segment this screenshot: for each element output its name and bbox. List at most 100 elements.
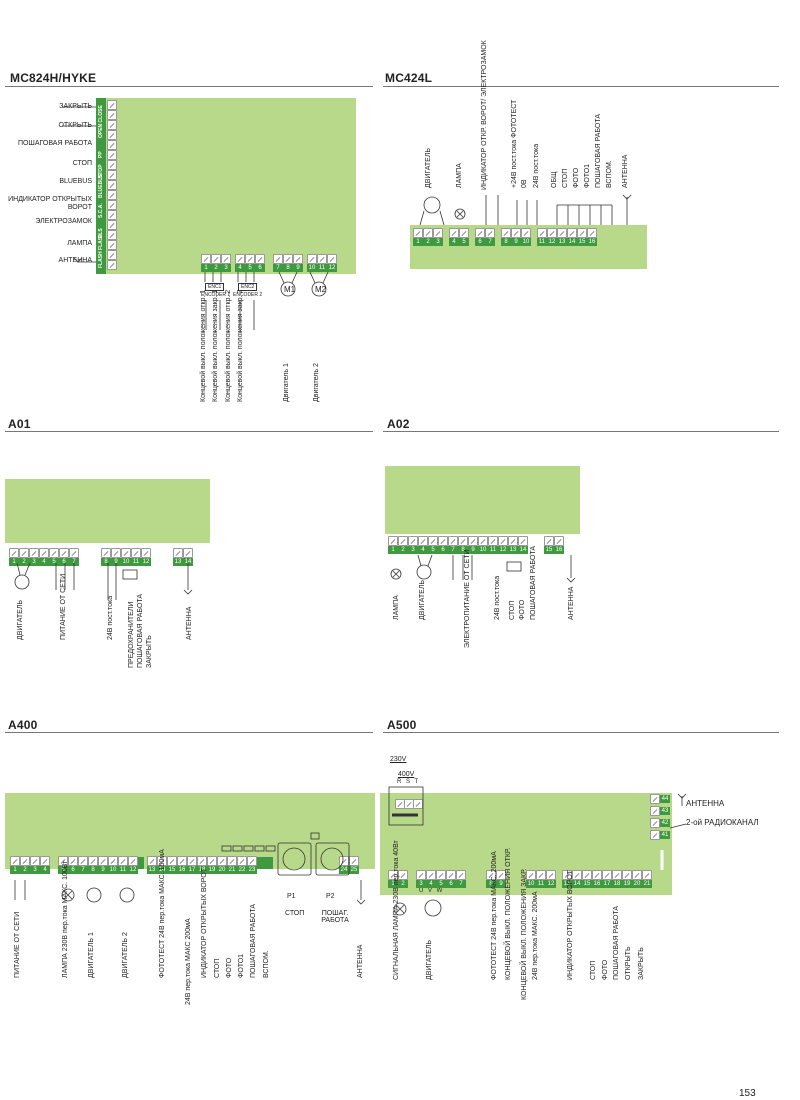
a400-p1: P1 — [287, 893, 296, 900]
mc424l-terminal — [459, 228, 469, 238]
a500-radio: 2-ой РАДИОКАНАЛ — [686, 818, 759, 827]
a500-title-rule — [383, 732, 779, 733]
a01-terminal-num: 9 — [111, 558, 121, 566]
a500-terminal-num: 18 — [612, 880, 622, 888]
a500-terminal-num: 19 — [622, 880, 632, 888]
a400-title-rule — [5, 732, 373, 733]
a500-terminal — [398, 870, 408, 880]
mc424l-terminal — [521, 228, 531, 238]
a500-terminal — [496, 870, 506, 880]
mc824h-left-label: ПОШАГОВАЯ РАБОТА — [17, 140, 92, 147]
a400-title: A400 — [8, 718, 38, 732]
a400-terminal — [128, 856, 138, 866]
page-number: 153 — [739, 1088, 756, 1099]
a500-title: A500 — [387, 718, 417, 732]
a400-terminal-num: 13 — [147, 866, 157, 874]
a02-terminal-num: 12 — [498, 546, 508, 554]
a500-right-terminal-num: 43 — [660, 807, 670, 815]
a500-right-terminal — [650, 818, 660, 828]
a400-terminal-num: 15 — [167, 866, 177, 874]
a400-terminal-num: 22 — [237, 866, 247, 874]
a500-terminal-num: 16 — [592, 880, 602, 888]
a01-terminal-num: 13 — [173, 558, 183, 566]
mc824h-terminal — [327, 254, 337, 264]
mc824h-terminal — [221, 254, 231, 264]
a01-terminal-num: 5 — [49, 558, 59, 566]
a400-terminal-num: 11 — [118, 866, 128, 874]
a400-terminal-num: 7 — [78, 866, 88, 874]
a400-terminal-num: 23 — [247, 866, 257, 874]
mc424l-terminal-num: 9 — [511, 238, 521, 246]
mc824h-left-label: BLUEBUS — [59, 178, 92, 185]
mc424l-terminal-num: 7 — [485, 238, 495, 246]
a02-terminal-num: 2 — [398, 546, 408, 554]
mc424l-terminal-num: 1 — [413, 238, 423, 246]
a500-terminal — [546, 870, 556, 880]
mc424l-terminal-num: 14 — [567, 238, 577, 246]
a02-title-rule — [383, 431, 779, 432]
a02-terminal — [518, 536, 528, 546]
mc824h-terminal-num: 5 — [245, 264, 255, 272]
mc824h-strip — [96, 98, 106, 274]
mc424l-terminal-num: 10 — [521, 238, 531, 246]
a01-title: A01 — [8, 417, 31, 431]
mc424l-terminal-num: 15 — [577, 238, 587, 246]
a400-terminal-num: 25 — [349, 866, 359, 874]
a02-terminal-num: 10 — [478, 546, 488, 554]
a400-terminal-num: 12 — [128, 866, 138, 874]
mc424l-terminal-num: 6 — [475, 238, 485, 246]
a400-p1-label: СТОП — [285, 910, 305, 917]
a02-terminal-num: 15 — [544, 546, 554, 554]
a02-board — [385, 466, 580, 534]
mc824h-terminal-num: 10 — [307, 264, 317, 272]
a01-terminal-num: 7 — [69, 558, 79, 566]
a500-right-terminal-num: 42 — [660, 819, 670, 827]
enc1-sub: ENCODER 1 — [201, 292, 231, 298]
a02-terminal-num: 4 — [418, 546, 428, 554]
a500-terminal-num: 10 — [526, 880, 536, 888]
mc424l-terminal — [433, 228, 443, 238]
a500-terminal-num: 9 — [496, 880, 506, 888]
a500-terminal-num: 17 — [602, 880, 612, 888]
a400-terminal-num: 19 — [207, 866, 217, 874]
a400-terminal-num: 8 — [88, 866, 98, 874]
a02-terminal-num: 1 — [388, 546, 398, 554]
a01-terminal-num: 11 — [131, 558, 141, 566]
a500-terminal-num: 1 — [388, 880, 398, 888]
a500-terminal — [642, 870, 652, 880]
a400-p2-label: ПОШАГ. РАБОТА — [321, 910, 349, 924]
mc824h-terminal-num: 8 — [283, 264, 293, 272]
a500-400v: 400V — [398, 771, 415, 778]
mc424l-title: MC424L — [385, 71, 433, 85]
a500-top-terminal — [413, 799, 423, 809]
a400-terminal-num: 2 — [20, 866, 30, 874]
a500-terminal-num: 12 — [546, 880, 556, 888]
a400-terminal-num: 5 — [58, 866, 68, 874]
mc824h-left-label: ЛАМПА — [67, 240, 92, 247]
mc824h-left-label: ИНДИКАТОР ОТКРЫТЫХ ВОРОТ — [8, 196, 92, 211]
a400-terminal-num: 17 — [187, 866, 197, 874]
a01-terminal-num: 1 — [9, 558, 19, 566]
mc824h-terminal-num: 3 — [221, 264, 231, 272]
a500-right-terminal — [650, 830, 660, 840]
mc424l-terminal — [485, 228, 495, 238]
a500-terminal-num: 5 — [436, 880, 446, 888]
a01-terminal — [183, 548, 193, 558]
a02-terminal-num: 14 — [518, 546, 528, 554]
mc824h-left-label: ЗАКРЫТЬ — [59, 103, 92, 110]
a01-terminal-num: 3 — [29, 558, 39, 566]
a400-terminal — [247, 856, 257, 866]
mc824h-terminal-num: 12 — [327, 264, 337, 272]
mc424l-terminal-num: 2 — [423, 238, 433, 246]
a500-right-terminal — [650, 806, 660, 816]
m1-text: M1 — [284, 285, 296, 294]
a400-terminal-num: 10 — [108, 866, 118, 874]
mc824h-left-label: СТОП — [72, 160, 92, 167]
a400-terminal-num: 16 — [177, 866, 187, 874]
a01-terminal-num: 2 — [19, 558, 29, 566]
a02-terminal-num: 5 — [428, 546, 438, 554]
mc824h-terminal-num: 1 — [201, 264, 211, 272]
a500-antenna: АНТЕННА — [686, 799, 725, 808]
a02-terminal-num: 6 — [438, 546, 448, 554]
enc2-sub: ENCODER 2 — [233, 292, 263, 298]
